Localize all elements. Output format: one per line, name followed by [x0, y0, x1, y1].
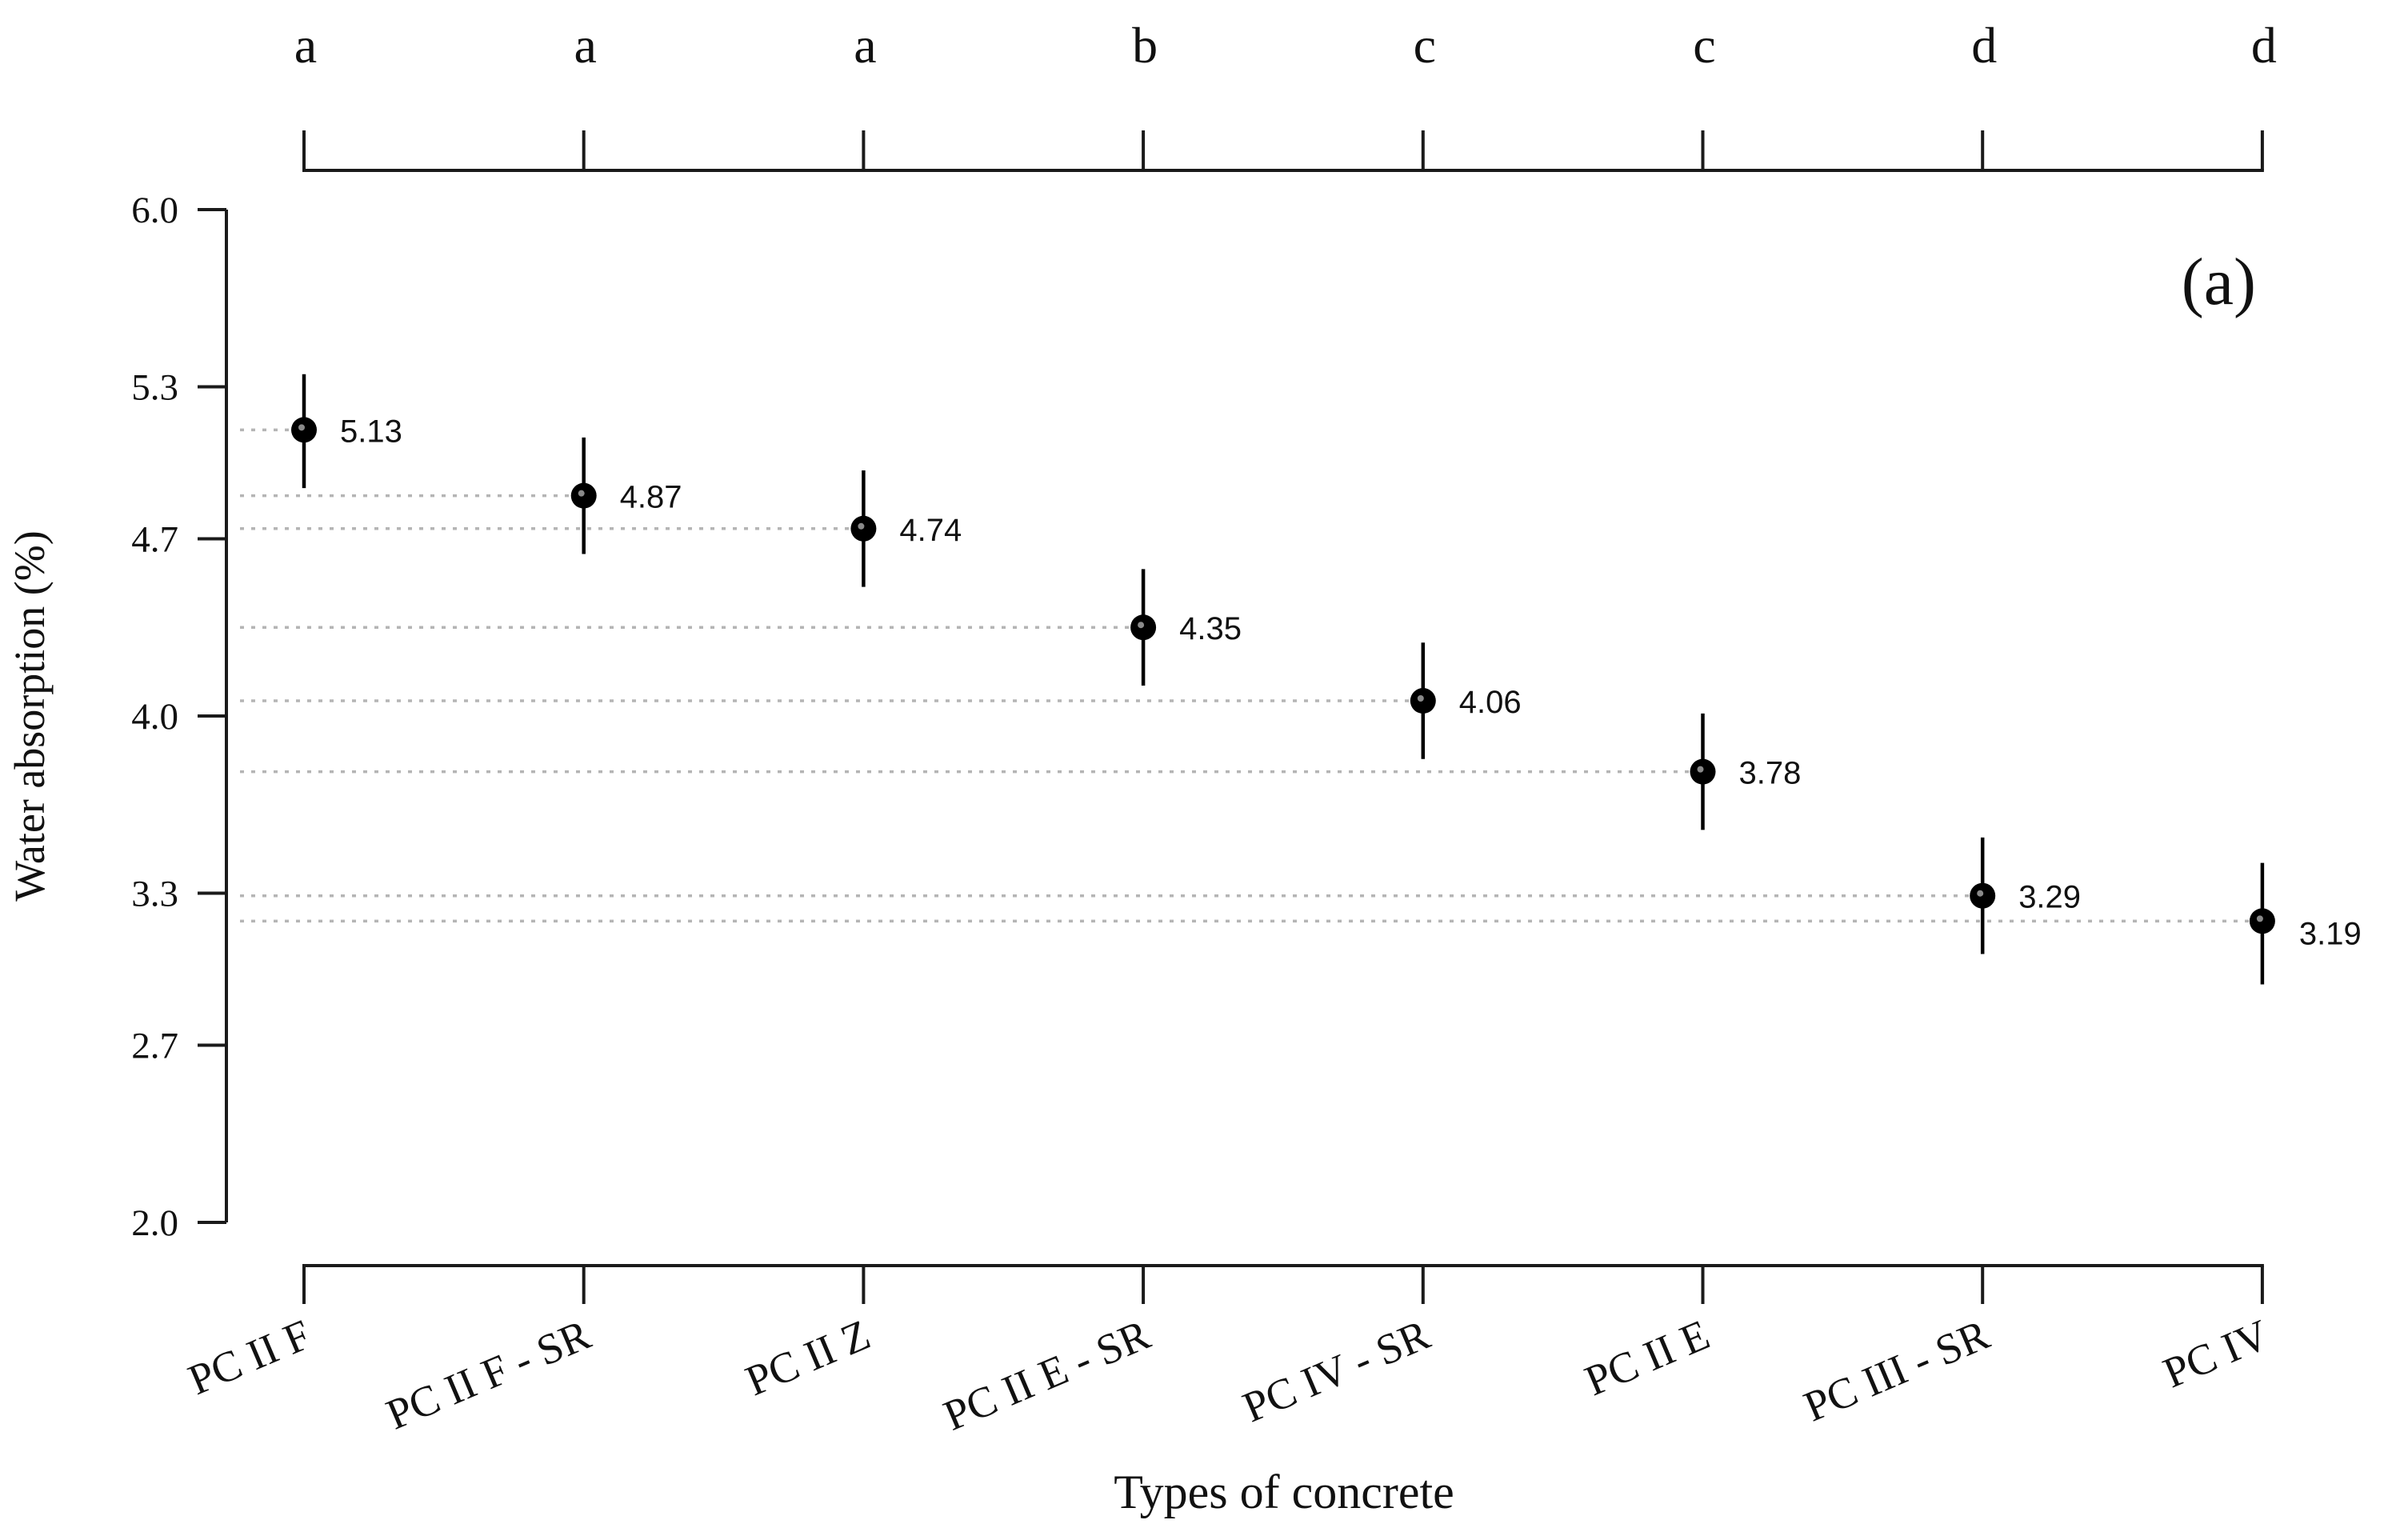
y-tick-label-4: 4.0	[131, 696, 178, 738]
y-tick-label-7: 6.0	[131, 190, 178, 231]
data-label-5: 4.06	[1459, 685, 1522, 720]
x-tick-label-3: PC II Z	[739, 1310, 878, 1406]
data-point-2	[570, 482, 597, 509]
data-label-6: 3.78	[1739, 756, 1802, 791]
data-point-highlight-7	[1977, 890, 1984, 897]
group-letter-4: b	[1132, 17, 1158, 74]
data-point-highlight-5	[1417, 695, 1424, 702]
data-point-7	[1970, 882, 1996, 909]
x-tick-label-4: PC II E - SR	[937, 1310, 1157, 1440]
data-marks	[291, 374, 2275, 985]
data-label-2: 4.87	[620, 480, 682, 515]
group-letter-8: d	[2251, 17, 2277, 74]
data-label-4: 4.35	[1179, 611, 1242, 646]
x-tick-label-2: PC II F - SR	[379, 1310, 597, 1439]
data-label-3: 4.74	[899, 513, 962, 548]
y-tick-label-5: 4.7	[131, 518, 178, 560]
reference-lines	[240, 428, 2262, 923]
y-tick-label-6: 5.3	[131, 367, 178, 409]
group-letter-2: a	[574, 17, 596, 74]
x-tick-label-8: PC IV	[2156, 1310, 2275, 1398]
data-label-1: 5.13	[340, 414, 402, 449]
x-axis-title: Types of concrete	[1114, 1466, 1454, 1518]
data-point-highlight-3	[858, 522, 865, 530]
data-point-highlight-8	[2256, 915, 2263, 922]
data-point-highlight-2	[578, 490, 585, 497]
x-tick-label-6: PC II E	[1578, 1310, 1717, 1406]
panel-label: (a)	[2182, 245, 2256, 319]
data-label-7: 3.29	[2018, 880, 2081, 915]
data-label-8: 3.19	[2299, 916, 2362, 951]
data-point-8	[2249, 908, 2275, 934]
x-tick-label-5: PC IV - SR	[1236, 1310, 1436, 1432]
data-point-highlight-6	[1697, 766, 1704, 773]
data-point-4	[1130, 614, 1157, 641]
group-letter-6: c	[1693, 17, 1715, 74]
data-point-highlight-4	[1138, 622, 1145, 629]
group-letter-1: a	[294, 17, 317, 74]
group-letter-3: a	[854, 17, 876, 74]
group-letter-5: c	[1414, 17, 1436, 74]
x-tick-label-1: PC II F	[182, 1310, 318, 1404]
y-tick-label-2: 2.7	[131, 1025, 178, 1066]
group-letter-7: d	[1971, 17, 1997, 74]
data-point-3	[850, 515, 877, 542]
x-tick-label-7: PC III - SR	[1797, 1310, 1996, 1431]
text-labels: 2.0 2.7 3.3 4.0 4.7 5.3 6.0 a PC II F a PC II F - …	[6, 17, 2362, 1518]
data-point-6	[1690, 758, 1716, 785]
y-tick-label-3: 3.3	[131, 874, 178, 915]
axes	[198, 130, 2264, 1304]
data-point-1	[291, 417, 317, 443]
y-axis-title: Water absorption (%)	[6, 530, 54, 901]
data-point-5	[1410, 688, 1436, 714]
data-point-highlight-1	[298, 424, 305, 431]
y-tick-label-1: 2.0	[131, 1202, 178, 1244]
